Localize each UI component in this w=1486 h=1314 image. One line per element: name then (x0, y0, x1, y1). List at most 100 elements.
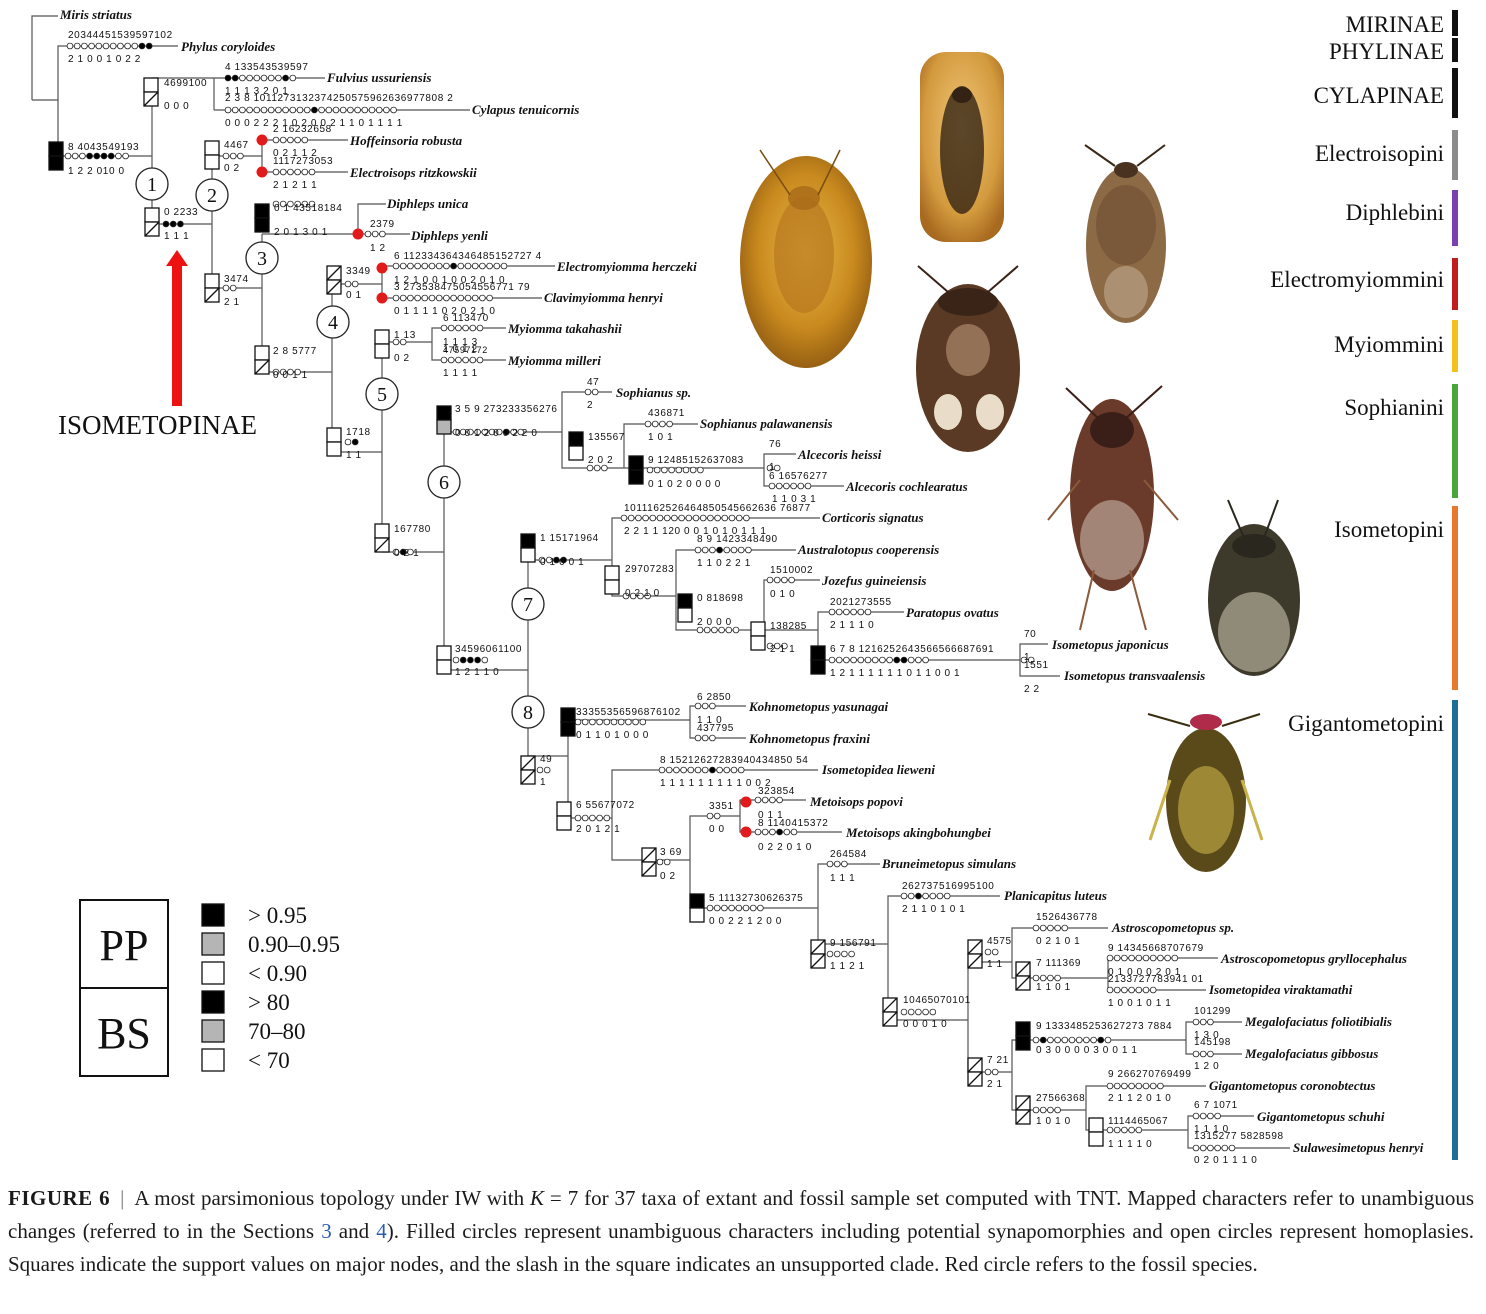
fossil-marker-hoffeinsoria (256, 134, 268, 146)
homoplasy-marker (407, 548, 414, 556)
taxon-label: Miris striatus (59, 7, 132, 22)
homoplasy-marker (275, 74, 282, 82)
tribe-bar (1452, 384, 1458, 498)
char-label: 2133727783941 01 (1108, 974, 1204, 985)
taxon-label: Sulawesimetopus henryi (1293, 1140, 1424, 1155)
homoplasy-marker (843, 656, 850, 664)
taxon-label: Australotopus cooperensis (797, 542, 939, 557)
homoplasy-marker (287, 168, 294, 176)
taxon-label: Metoisops popovi (809, 794, 903, 809)
legend-swatch (201, 1048, 225, 1072)
homoplasy-marker (716, 766, 723, 774)
tribe-label: Electromyiommini (1270, 267, 1444, 292)
support-square (1088, 1117, 1104, 1147)
svg-text:2: 2 (207, 185, 217, 207)
synapomorphy-marker (169, 220, 177, 228)
legend-item-label: > 0.95 (248, 903, 307, 928)
support-square (677, 593, 693, 623)
section-ref-link[interactable]: 3 (321, 1219, 332, 1243)
node-numbers: 1 2 3 4 5 6 7 8 (135, 167, 545, 729)
homoplasy-marker (694, 702, 702, 710)
taxon-label: Kohnometopus fraxini (748, 731, 870, 746)
figure-number: FIGURE 6 (8, 1186, 111, 1210)
tribe-bar (1452, 190, 1458, 246)
char-label: 2 1 (987, 1079, 1003, 1090)
homoplasy-marker (1135, 1126, 1143, 1134)
homoplasy-marker (493, 262, 501, 270)
homoplasy-marker (459, 428, 467, 436)
char-label: 1 1 1 (830, 873, 855, 884)
char-label: 0 0 0 (164, 101, 189, 112)
homoplasy-marker (651, 420, 659, 428)
char-label: 2 (587, 400, 593, 411)
char-label: 0 1 43518184 (274, 203, 342, 214)
homoplasy-marker (294, 200, 301, 208)
char-label: 1 (1024, 652, 1030, 663)
homoplasy-marker (1157, 1082, 1164, 1090)
homoplasy-marker (1039, 924, 1047, 932)
homoplasy-marker (833, 950, 841, 958)
support-square (967, 939, 983, 969)
synapomorphy-marker (93, 152, 101, 160)
homoplasy-marker (721, 904, 728, 912)
homoplasy-marker (1047, 1036, 1054, 1044)
homoplasy-marker (481, 656, 489, 664)
homoplasy-marker (879, 656, 886, 664)
char-label: 7 111369 (1036, 958, 1081, 969)
homoplasy-marker (229, 152, 237, 160)
homoplasy-marker (452, 428, 460, 436)
homoplasy-marker (581, 718, 589, 726)
homoplasy-marker (706, 812, 714, 820)
char-label: 145198 (1194, 1037, 1231, 1048)
homoplasy-marker (414, 262, 421, 270)
fossil-markers (256, 134, 752, 838)
homoplasy-marker (1020, 656, 1028, 664)
homoplasy-marker (495, 428, 503, 436)
char-label: 2 0 0 0 (697, 617, 732, 628)
homoplasy-marker (1128, 1082, 1135, 1090)
char-label: 2 1 1 2 0 1 0 (1108, 1093, 1171, 1104)
specimen-photo-myiommini (916, 265, 1020, 452)
homoplasy-marker (922, 892, 929, 900)
support-square (254, 203, 270, 233)
homoplasy-marker (1047, 1106, 1054, 1114)
homoplasy-marker (833, 860, 841, 868)
tribe-bar (1452, 130, 1458, 180)
char-label: 0 1 (346, 290, 362, 301)
char-label: 76 (769, 439, 781, 450)
homoplasy-marker (687, 766, 695, 774)
homoplasy-marker (447, 324, 455, 332)
subfamily-bar (1452, 68, 1458, 118)
homoplasy-marker (224, 106, 232, 114)
homoplasy-marker (843, 608, 850, 616)
char-label: 0 3 0 0 0 0 3 0 0 1 1 (1036, 1045, 1138, 1056)
support-square (374, 523, 390, 553)
section-ref-link[interactable]: 4 (376, 1219, 387, 1243)
homoplasy-marker (644, 592, 651, 600)
homoplasy-marker (773, 642, 781, 650)
char-label: 0 0 0 2 2 2 1 0 2 0 0 2 1 1 0 1 1 1 1 (225, 118, 403, 129)
taxon-label: Planicapitus luteus (1004, 888, 1107, 903)
homoplasy-marker (692, 514, 700, 522)
homoplasy-marker (653, 466, 661, 474)
homoplasy-marker (1192, 1112, 1200, 1120)
homoplasy-marker (929, 892, 937, 900)
fossil-marker-metoisops-akingbohungbei (740, 826, 752, 838)
homoplasy-marker (481, 428, 489, 436)
homoplasy-marker (718, 626, 725, 634)
homoplasy-marker (447, 356, 455, 364)
fossil-marker-metoisops-popovi (740, 796, 752, 808)
synapomorphy-marker (893, 656, 901, 664)
homoplasy-marker (354, 106, 361, 114)
char-label: 2 1 1 1 0 (830, 620, 874, 631)
tribe-label: Myiommini (1334, 332, 1444, 357)
homoplasy-marker (73, 42, 81, 50)
homoplasy-marker (1068, 1036, 1076, 1044)
homoplasy-marker (797, 482, 805, 490)
homoplasy-marker (671, 514, 678, 522)
char-label: 1551 (1024, 660, 1049, 671)
char-label: 1 1 1 0 (1194, 1124, 1229, 1135)
char-label: 1011162526464850545662636 76877 (624, 503, 811, 514)
char-label: 0 2233 (164, 207, 198, 218)
homoplasy-marker (462, 356, 469, 364)
